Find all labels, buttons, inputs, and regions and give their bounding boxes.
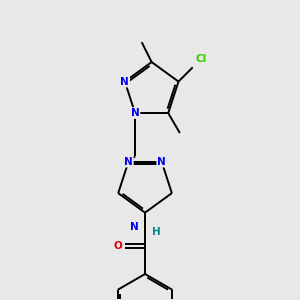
Text: Cl: Cl (195, 54, 206, 64)
Text: N: N (157, 157, 166, 166)
Text: N: N (121, 76, 129, 87)
Text: N: N (131, 108, 140, 118)
Text: O: O (113, 241, 122, 251)
Text: H: H (152, 227, 161, 237)
Text: N: N (130, 222, 139, 232)
Text: N: N (124, 157, 133, 166)
